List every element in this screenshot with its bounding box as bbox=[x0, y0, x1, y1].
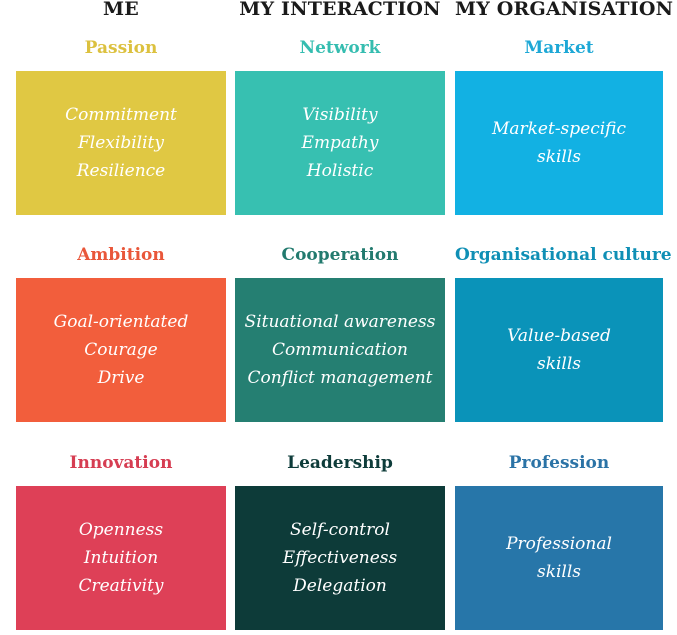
box-line: skills bbox=[536, 562, 582, 582]
box-line: Market-specific bbox=[491, 119, 627, 139]
box-line: Conflict management bbox=[247, 368, 433, 388]
cell-title-network: Network bbox=[299, 38, 381, 58]
box-ambition: Goal-orientated Courage Drive bbox=[16, 278, 226, 422]
box-line: Drive bbox=[97, 368, 145, 388]
box-line: Visibility bbox=[302, 105, 378, 125]
cell-title-market: Market bbox=[524, 38, 594, 58]
cell-title-organisational-culture: Organisational culture bbox=[455, 245, 672, 265]
box-line: skills bbox=[536, 354, 582, 374]
box-cooperation: Situational awareness Communication Conf… bbox=[235, 278, 445, 422]
box-line: Value-based bbox=[507, 326, 611, 346]
box-line: Openness bbox=[78, 520, 164, 540]
box-line: Effectiveness bbox=[282, 548, 398, 568]
box-line: Goal-orientated bbox=[53, 312, 189, 332]
box-line: Holistic bbox=[306, 161, 374, 181]
cell-title-profession: Profession bbox=[508, 453, 610, 473]
box-line: Delegation bbox=[293, 576, 387, 596]
box-line: Communication bbox=[272, 340, 408, 360]
cell-title-cooperation: Cooperation bbox=[281, 245, 399, 265]
box-line: Situational awareness bbox=[244, 312, 436, 332]
box-line: Flexibility bbox=[78, 133, 164, 153]
cell-title-passion: Passion bbox=[84, 38, 158, 58]
box-line: Resilience bbox=[76, 161, 166, 181]
cell-title-innovation: Innovation bbox=[69, 453, 173, 473]
box-profession: Professional skills bbox=[455, 486, 663, 630]
box-line: Commitment bbox=[65, 105, 177, 125]
cell-title-ambition: Ambition bbox=[77, 245, 165, 265]
column-header-my-interaction: MY INTERACTION bbox=[239, 0, 441, 20]
box-organisational-culture: Value-based skills bbox=[455, 278, 663, 422]
box-line: Professional bbox=[506, 534, 612, 554]
box-line: Intuition bbox=[83, 548, 159, 568]
column-header-me: ME bbox=[103, 0, 139, 20]
box-line: Self-control bbox=[290, 520, 390, 540]
box-passion: Commitment Flexibility Resilience bbox=[16, 71, 226, 215]
box-network: Visibility Empathy Holistic bbox=[235, 71, 445, 215]
box-leadership: Self-control Effectiveness Delegation bbox=[235, 486, 445, 630]
box-line: Creativity bbox=[78, 576, 164, 596]
box-line: Empathy bbox=[301, 133, 379, 153]
column-header-my-organisation: MY ORGANISATION bbox=[455, 0, 674, 20]
box-line: skills bbox=[536, 147, 582, 167]
box-market: Market-specific skills bbox=[455, 71, 663, 215]
box-line: Courage bbox=[84, 340, 158, 360]
cell-title-leadership: Leadership bbox=[287, 453, 393, 473]
box-innovation: Openness Intuition Creativity bbox=[16, 486, 226, 630]
